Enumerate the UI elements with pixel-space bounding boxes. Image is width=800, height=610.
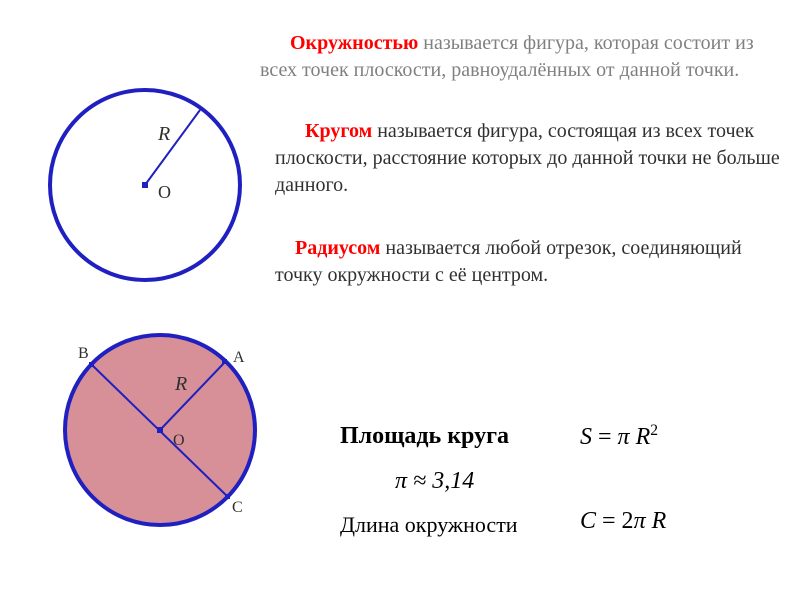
point-a-label: A — [233, 349, 245, 366]
circumference-formula: C = 2π R — [580, 505, 666, 537]
center-label-o2: O — [173, 432, 185, 449]
pi-approx: π ≈ 3,14 — [395, 465, 474, 497]
area-title: Площадь круга — [340, 420, 509, 452]
center-label-o1: O — [158, 182, 171, 202]
definition-circle-line: ___Окружностью называется фигура, котора… — [260, 30, 780, 84]
disk-diagram: O R A B C — [0, 310, 320, 610]
definition-radius: __Радиусом называется любой отрезок, сое… — [275, 235, 785, 289]
point-c-label: C — [232, 499, 243, 516]
radius-label-r1: R — [157, 123, 170, 145]
circumference-title: Длина окружности — [340, 510, 518, 540]
definition-disk: ___Кругом называется фигура, состоящая и… — [275, 118, 785, 199]
radius-label-r2: R — [174, 373, 187, 395]
point-b-label: B — [78, 345, 89, 362]
area-formula: S = π R2 — [580, 420, 658, 453]
